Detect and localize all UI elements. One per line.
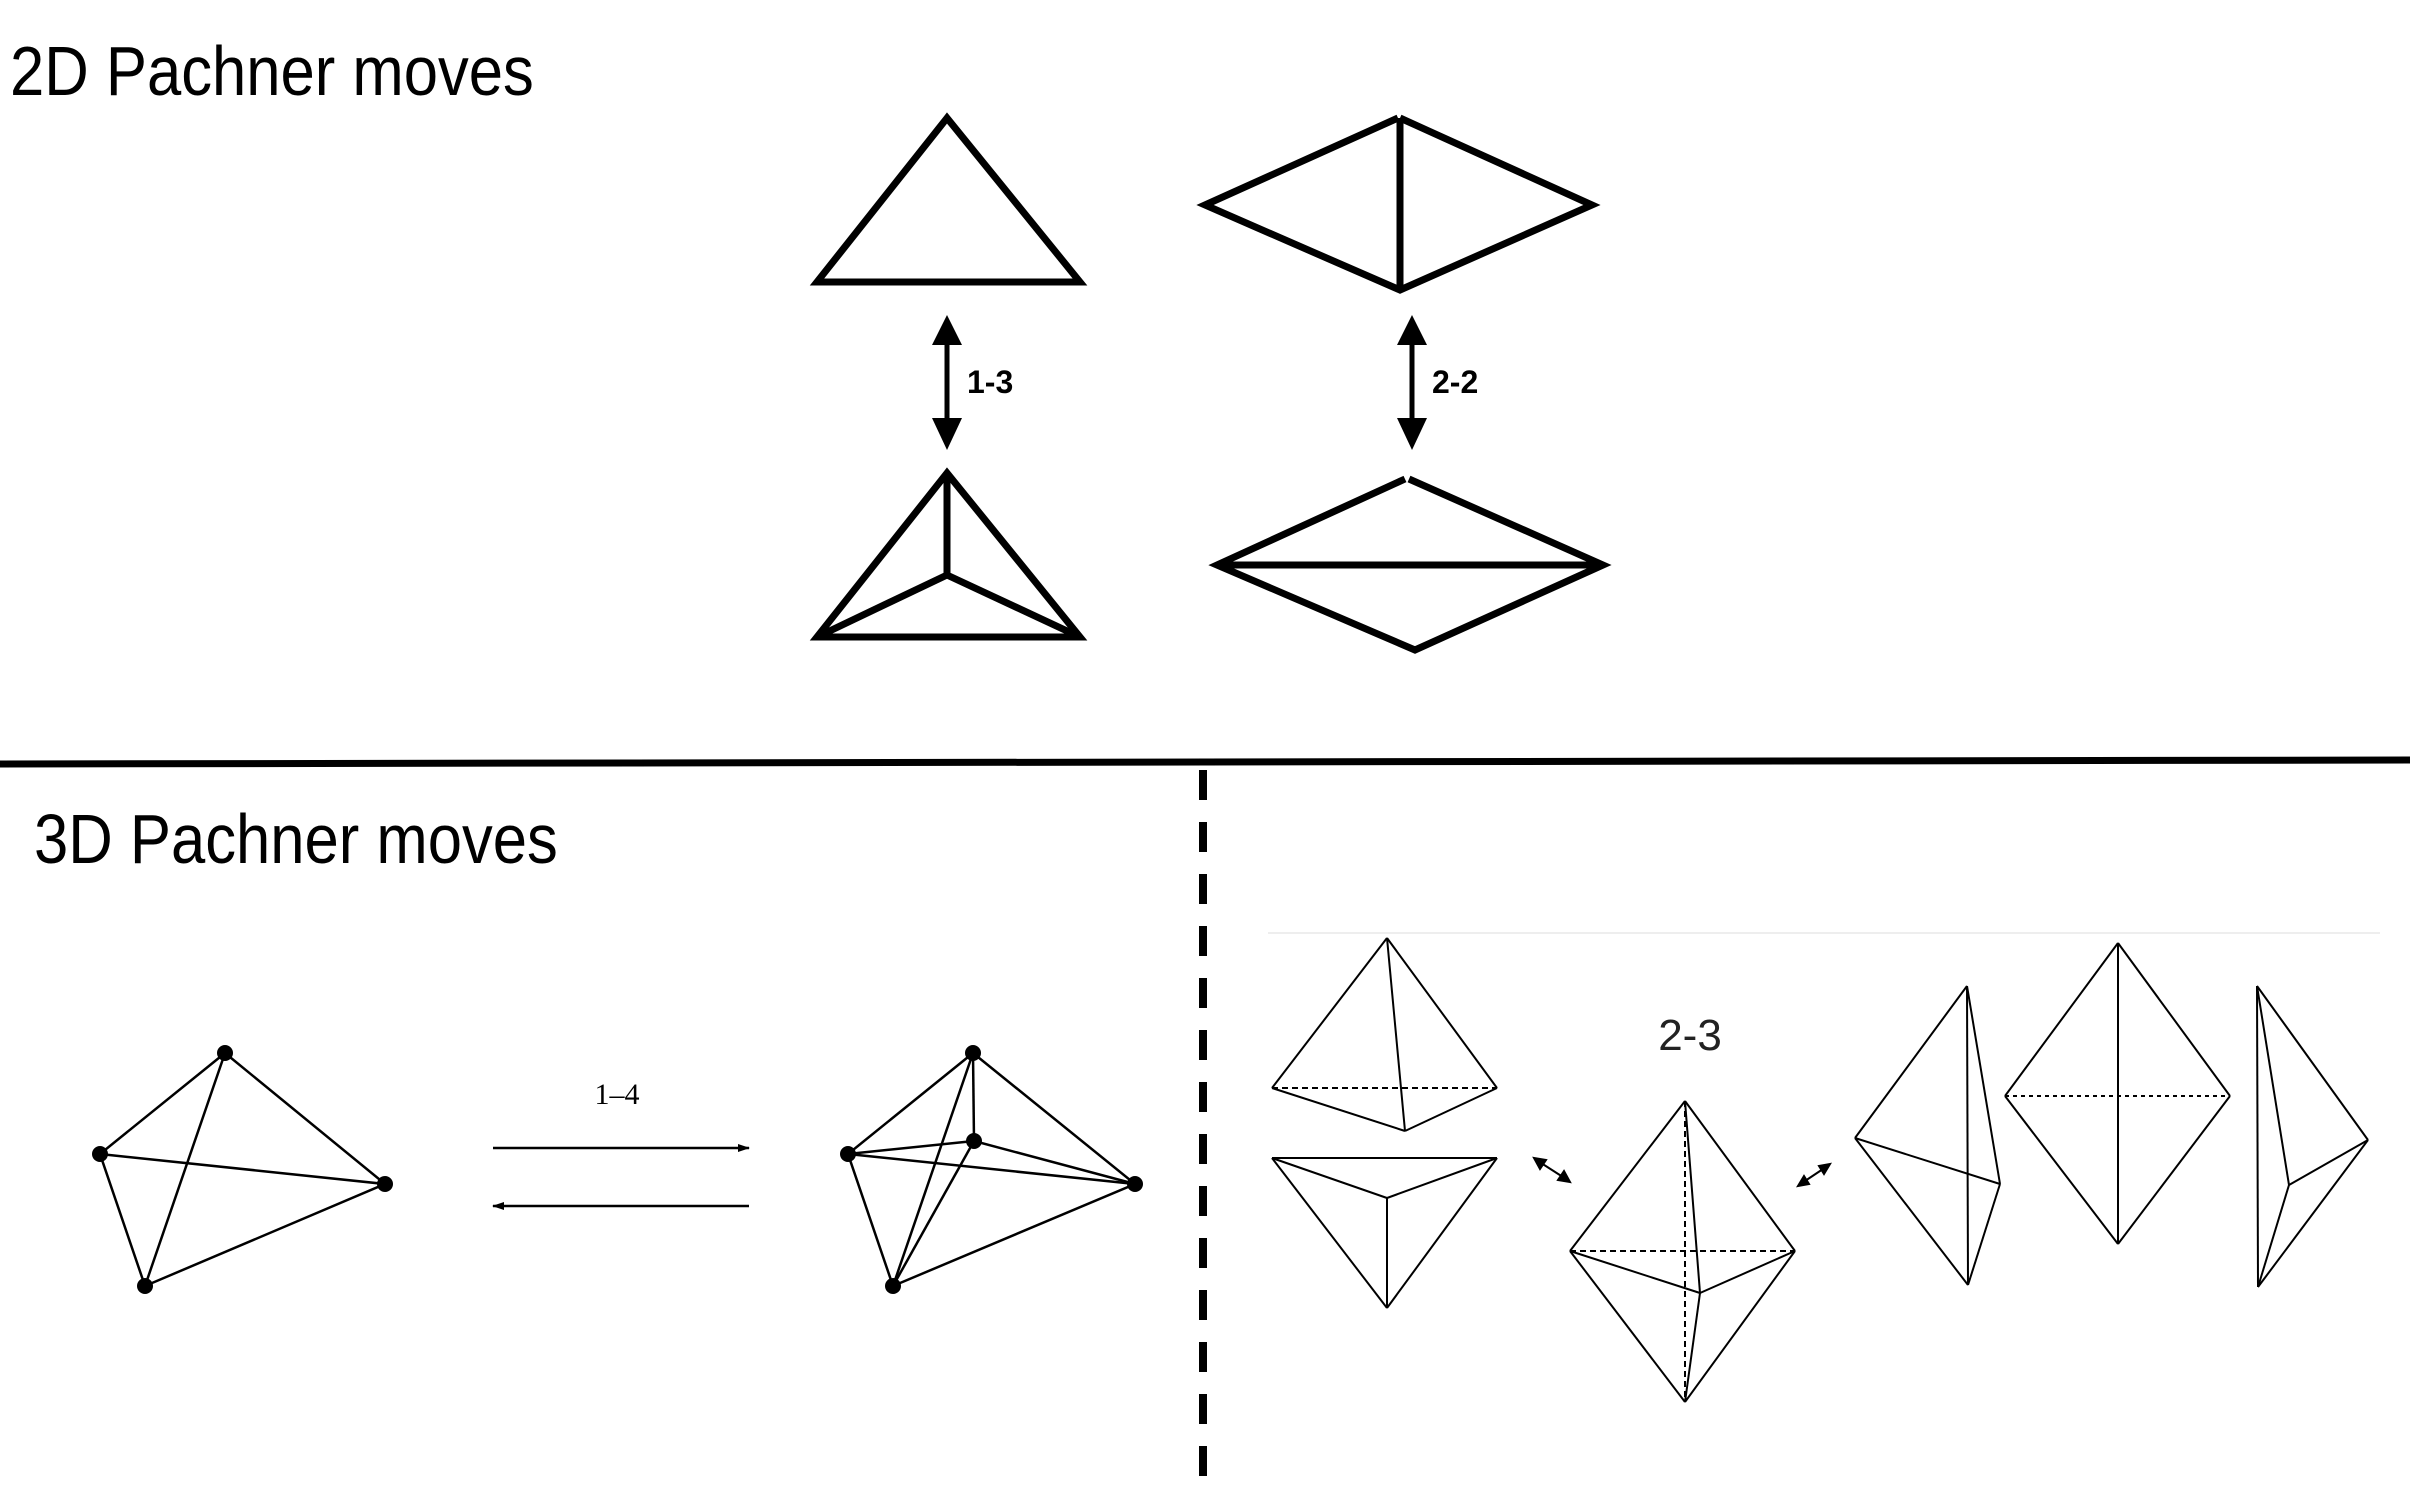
arrow-2-2	[1397, 315, 1427, 450]
triangular-bipyramid	[1569, 1100, 1796, 1403]
arrows-1-4	[492, 1144, 750, 1210]
tetrahedron-subdivided	[840, 1045, 1143, 1294]
section-title-3d: 3D Pachner moves	[34, 800, 558, 878]
diamond-horizontal-diagonal	[1208, 475, 1612, 654]
section-title-2d: 2D Pachner moves	[10, 32, 534, 110]
tetrahedron-piece-left	[1854, 985, 2001, 1286]
label-1-3: 1-3	[967, 364, 1013, 400]
tetrahedron-lower-half	[1271, 1157, 1498, 1309]
double-arrow-left	[1532, 1156, 1572, 1184]
double-arrow-right	[1796, 1162, 1832, 1188]
label-2-2: 2-2	[1432, 364, 1478, 400]
triangle-single	[809, 112, 1088, 286]
horizontal-divider	[0, 756, 2410, 768]
label-1-4: 1–4	[595, 1078, 640, 1111]
label-2-3: 2-3	[1658, 1011, 1722, 1060]
tetrahedron-piece-middle	[2004, 942, 2231, 1245]
diamond-vertical-diagonal	[1196, 114, 1601, 294]
arrow-1-3	[932, 315, 962, 450]
tetrahedron-upper-half	[1271, 937, 1498, 1132]
tetrahedron-piece-right	[2256, 985, 2369, 1288]
triangle-subdivided	[809, 467, 1088, 641]
tetrahedron-single	[92, 1045, 393, 1294]
